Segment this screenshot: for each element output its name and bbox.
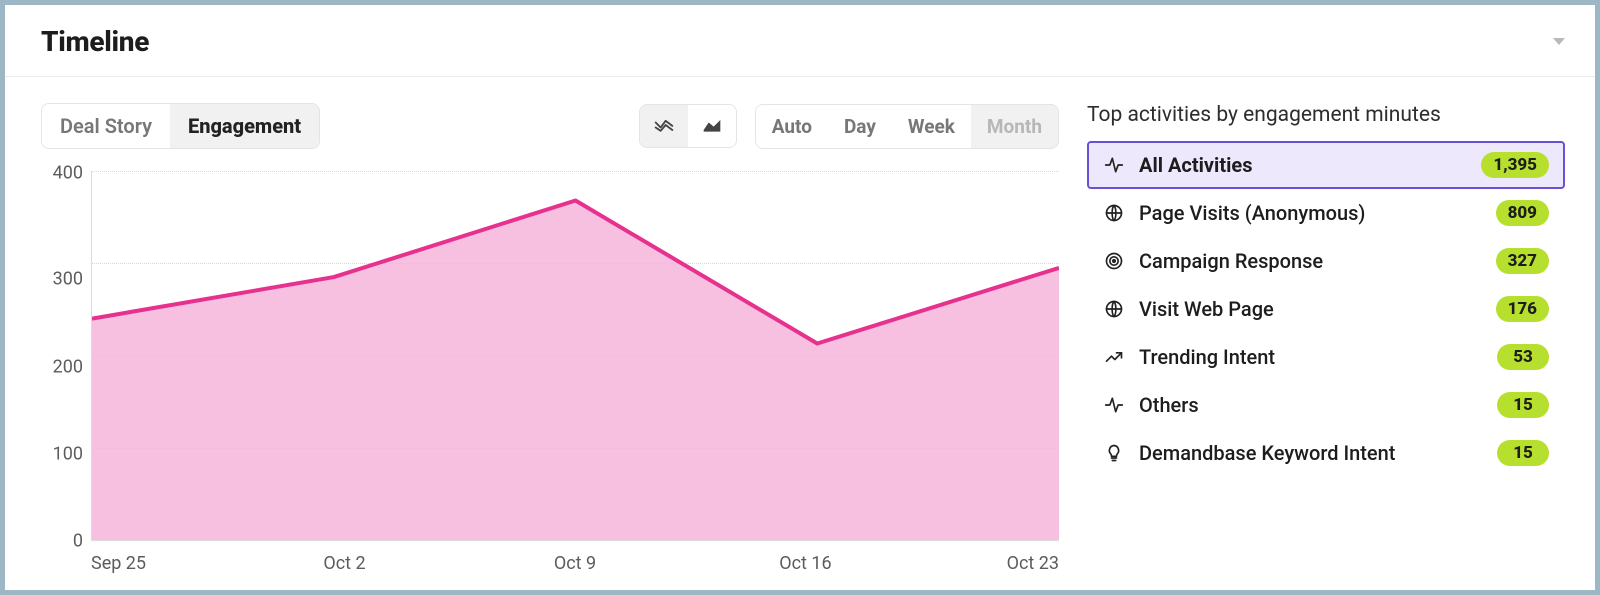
view-tab-engagement[interactable]: Engagement — [170, 104, 319, 148]
area-chart-icon — [702, 114, 722, 138]
activity-count-badge: 809 — [1496, 200, 1549, 226]
activity-row[interactable]: Trending Intent 53 — [1087, 333, 1565, 381]
pulse-icon — [1103, 154, 1125, 176]
chart-mode-toggle — [639, 104, 737, 148]
y-tick: 100 — [53, 443, 83, 464]
activity-count-badge: 53 — [1497, 344, 1549, 370]
view-tabs: Deal StoryEngagement — [41, 103, 320, 149]
activity-label: All Activities — [1139, 153, 1467, 177]
panel-body: Deal StoryEngagement — [5, 77, 1595, 590]
grain-tab-week[interactable]: Week — [892, 105, 971, 148]
activity-row[interactable]: Page Visits (Anonymous) 809 — [1087, 189, 1565, 237]
view-tab-deal-story[interactable]: Deal Story — [42, 104, 170, 148]
chart-y-axis: 4003002001000 — [41, 171, 91, 541]
chart-plot — [91, 171, 1059, 541]
chart-mode-area[interactable] — [688, 105, 736, 147]
activity-row[interactable]: Others 15 — [1087, 381, 1565, 429]
chart-area: 4003002001000 — [41, 171, 1059, 541]
activity-count-badge: 15 — [1497, 392, 1549, 418]
y-tick: 400 — [53, 163, 83, 184]
granularity-tabs: AutoDayWeekMonth — [755, 104, 1059, 149]
line-chart-icon — [654, 114, 674, 138]
activity-row[interactable]: All Activities 1,395 — [1087, 141, 1565, 189]
panel-title: Timeline — [41, 25, 149, 58]
x-tick: Oct 16 — [690, 553, 920, 574]
activities-list: All Activities 1,395 Page Visits (Anonymou… — [1087, 141, 1565, 477]
target-icon — [1103, 250, 1125, 272]
chart-toolbar: Deal StoryEngagement — [41, 103, 1059, 149]
x-tick: Oct 9 — [460, 553, 690, 574]
chart-svg — [92, 171, 1059, 540]
grain-tab-day[interactable]: Day — [828, 105, 892, 148]
grain-tab-auto[interactable]: Auto — [756, 105, 828, 148]
activity-row[interactable]: Campaign Response 327 — [1087, 237, 1565, 285]
activity-count-badge: 327 — [1496, 248, 1549, 274]
activity-label: Demandbase Keyword Intent — [1139, 441, 1483, 465]
y-tick: 300 — [53, 269, 83, 290]
activities-sidebar: Top activities by engagement minutes All… — [1087, 103, 1565, 574]
chart-mode-line[interactable] — [640, 105, 688, 147]
activity-row[interactable]: Demandbase Keyword Intent 15 — [1087, 429, 1565, 477]
x-tick: Sep 25 — [91, 553, 229, 574]
trend-icon — [1103, 346, 1125, 368]
y-tick: 200 — [53, 356, 83, 377]
activity-row[interactable]: Visit Web Page 176 — [1087, 285, 1565, 333]
bulb-icon — [1103, 442, 1125, 464]
activity-label: Campaign Response — [1139, 249, 1482, 273]
grain-tab-month[interactable]: Month — [971, 105, 1058, 148]
panel-header: Timeline — [5, 5, 1595, 77]
activity-label: Visit Web Page — [1139, 297, 1482, 321]
x-tick: Oct 2 — [229, 553, 459, 574]
pulse-icon — [1103, 394, 1125, 416]
activity-label: Others — [1139, 393, 1483, 417]
activity-count-badge: 15 — [1497, 440, 1549, 466]
activities-title: Top activities by engagement minutes — [1087, 103, 1565, 127]
collapse-caret-icon[interactable] — [1553, 38, 1565, 45]
y-tick: 0 — [73, 531, 83, 552]
chart-section: Deal StoryEngagement — [41, 103, 1059, 574]
globe-icon — [1103, 202, 1125, 224]
activity-label: Page Visits (Anonymous) — [1139, 201, 1482, 225]
activity-count-badge: 176 — [1496, 296, 1549, 322]
x-tick: Oct 23 — [921, 553, 1059, 574]
activity-count-badge: 1,395 — [1481, 152, 1549, 178]
globe-icon — [1103, 298, 1125, 320]
activity-label: Trending Intent — [1139, 345, 1483, 369]
chart-x-axis: Sep 25Oct 2Oct 9Oct 16Oct 23 — [91, 553, 1059, 574]
timeline-panel: Timeline Deal StoryEngagement — [5, 5, 1595, 590]
